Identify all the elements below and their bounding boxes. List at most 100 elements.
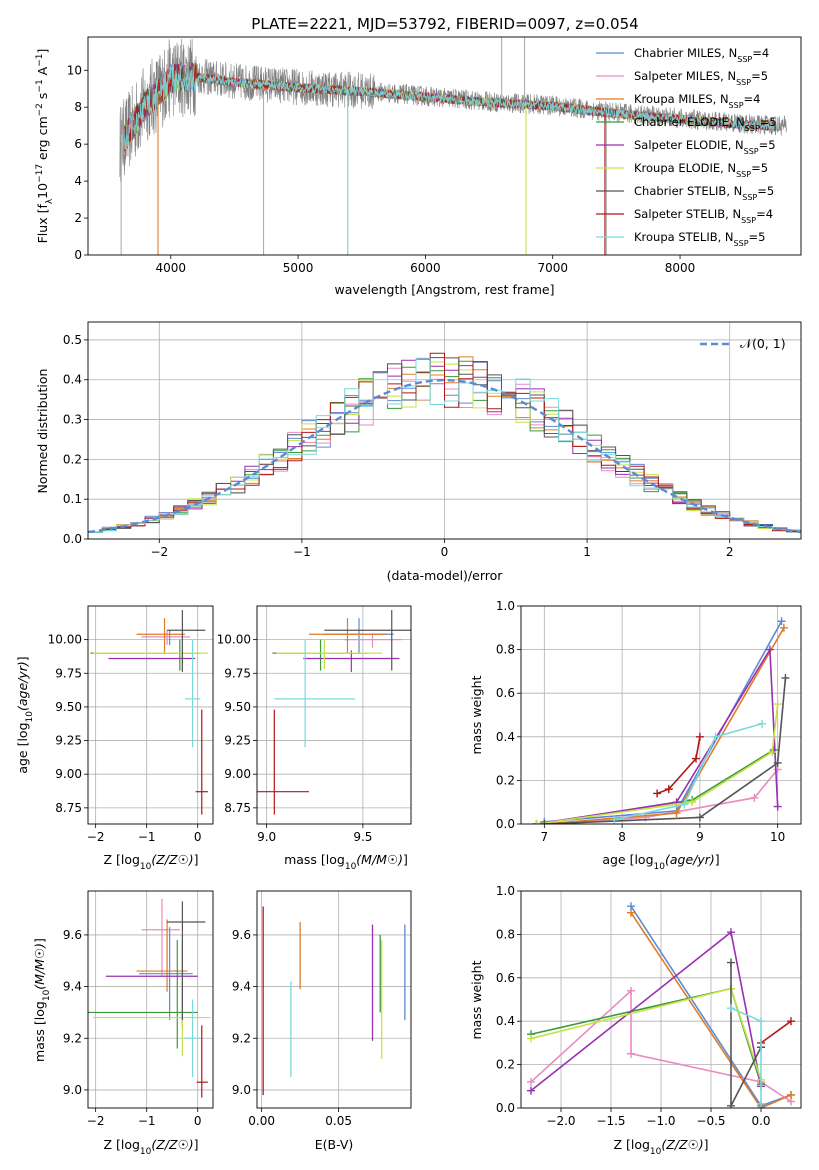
label-part: −1 <box>35 79 45 92</box>
errorbar-point <box>324 610 411 671</box>
tick-label-y: 0.0 <box>496 817 515 831</box>
label-part: Z [log <box>613 1137 649 1152</box>
series-line <box>760 1020 792 1044</box>
tick-label-y: 0.2 <box>496 1058 515 1072</box>
legend-entry: Chabrier STELIB, NSSP=5 <box>634 184 774 202</box>
tick-label-x: −2 <box>87 830 105 844</box>
label-part: ] <box>715 852 720 867</box>
tick-label-x: 7000 <box>537 261 568 275</box>
tick-label-x: 0.0 <box>751 1114 770 1128</box>
label-part: (age/yr) <box>15 661 30 711</box>
series-line <box>530 987 762 1085</box>
label-part: Z [log <box>103 852 139 867</box>
tick-label-x: 0 <box>194 1114 202 1128</box>
label-part: Flux [f <box>35 204 50 244</box>
tick-label-x: 8 <box>618 830 626 844</box>
marker-plus <box>727 958 735 967</box>
legend-entry: Kroupa STELIB, NSSP=5 <box>634 230 765 248</box>
marker-plus <box>787 1090 795 1099</box>
marker-plus <box>672 809 681 818</box>
label-sub: 10 <box>140 1147 152 1157</box>
tick-label-y: 10.00 <box>48 633 82 647</box>
label-part: ] <box>704 1137 709 1152</box>
tick-label-x: −2.0 <box>546 1114 575 1128</box>
errorbar-point <box>308 618 386 654</box>
legend-label: Salpeter STELIB, N <box>634 207 741 221</box>
marker-plus <box>688 798 697 807</box>
legend-label: Chabrier MILES, N <box>634 46 737 60</box>
legend-entry: Kroupa ELODIE, NSSP=5 <box>634 161 768 179</box>
plot-area-mass_weight_vs_Z <box>527 902 795 1108</box>
tick-label-y: 0.8 <box>496 643 515 657</box>
axes-frame <box>87 890 214 1109</box>
label-part: erg cm <box>35 116 50 164</box>
marker-plus <box>727 1101 735 1108</box>
errorbar-point <box>303 650 400 672</box>
series-line <box>536 646 779 824</box>
marker-plus <box>627 1049 635 1058</box>
legend-label: Kroupa MILES, N <box>634 92 729 106</box>
marker-plus <box>787 1017 795 1026</box>
tick-label-y: 4 <box>74 174 82 188</box>
errorbar-point <box>343 632 402 648</box>
label-part: s <box>35 93 50 104</box>
label-sub: 10 <box>42 989 52 1001</box>
label-part: A <box>35 66 50 79</box>
tick-label-y: 9.0 <box>63 1083 82 1097</box>
x-axis-label: mass [log10(M/M☉)] <box>284 852 408 872</box>
legend-label: Kroupa ELODIE, N <box>634 161 736 175</box>
marker-plus <box>727 928 735 937</box>
panel-spectrum: 4000 5000 6000 7000 8000 0 2 4 6 8 10 wavelength [A… <box>35 36 802 297</box>
x-axis-label: (data-model)/error <box>387 568 504 583</box>
errorbar-point <box>167 901 206 1021</box>
legend-label: Salpeter MILES, N <box>634 69 736 83</box>
axes-frame <box>87 605 214 825</box>
panel-age_vs_mass: 9.0 9.5 8.75 9.00 9.25 9.50 9.75 10.00 mass [log… <box>217 605 412 872</box>
label-sub: 10 <box>345 862 357 872</box>
label-part: 10 <box>35 183 50 199</box>
legend-label: Kroupa STELIB, N <box>634 230 734 244</box>
label-part: ] <box>35 49 50 54</box>
label-part: age [log <box>602 852 653 867</box>
marker-plus <box>527 1086 535 1095</box>
series-line <box>536 704 779 824</box>
model-spectrum-line <box>123 62 777 155</box>
marker-plus <box>527 1077 535 1086</box>
marker-plus <box>540 820 549 824</box>
tick-label-y: 9.25 <box>224 734 251 748</box>
tick-label-y: 9.75 <box>55 666 82 680</box>
tick-label-y: 6 <box>74 137 82 151</box>
label-part: (M/M☉) <box>32 943 47 990</box>
legend-tail: =4 <box>756 207 773 221</box>
errorbar-point <box>272 639 369 671</box>
y-axis-label: Normed distribution <box>35 369 50 494</box>
marker-plus <box>627 908 635 917</box>
plot-area-residuals <box>88 352 801 534</box>
marker-plus <box>664 785 673 794</box>
legend-entry: Kroupa MILES, NSSP=4 <box>634 92 760 110</box>
tick-label-y: 9.75 <box>224 666 251 680</box>
errorbar-point <box>141 630 185 646</box>
tick-label-x: 0.05 <box>325 1114 352 1128</box>
marker-plus <box>695 732 704 741</box>
tick-label-y: 10 <box>67 63 82 77</box>
label-part: ] <box>15 656 30 661</box>
tick-label-y: 9.50 <box>55 700 82 714</box>
tick-label-y: 9.6 <box>232 928 251 942</box>
label-part: (age/yr) <box>665 852 715 867</box>
plot-area-spectrum <box>119 37 787 255</box>
normal-reference-curve <box>88 379 801 534</box>
marker-plus <box>750 793 759 802</box>
tick-label-y: 9.6 <box>63 928 82 942</box>
axes-frame <box>87 36 802 256</box>
label-sub: 10 <box>650 1147 662 1157</box>
tick-label-x: −2 <box>87 1114 105 1128</box>
legend-tail: =5 <box>760 115 777 129</box>
legend-tail: =5 <box>751 69 768 83</box>
plot-area-mass_vs_EBV <box>262 906 406 1096</box>
figure-title: PLATE=2221, MJD=53792, FIBERID=0097, z=0… <box>251 15 638 33</box>
label-part: λ <box>45 198 55 204</box>
marker-plus <box>727 1004 735 1013</box>
tick-label-y: 0.0 <box>496 1101 515 1115</box>
